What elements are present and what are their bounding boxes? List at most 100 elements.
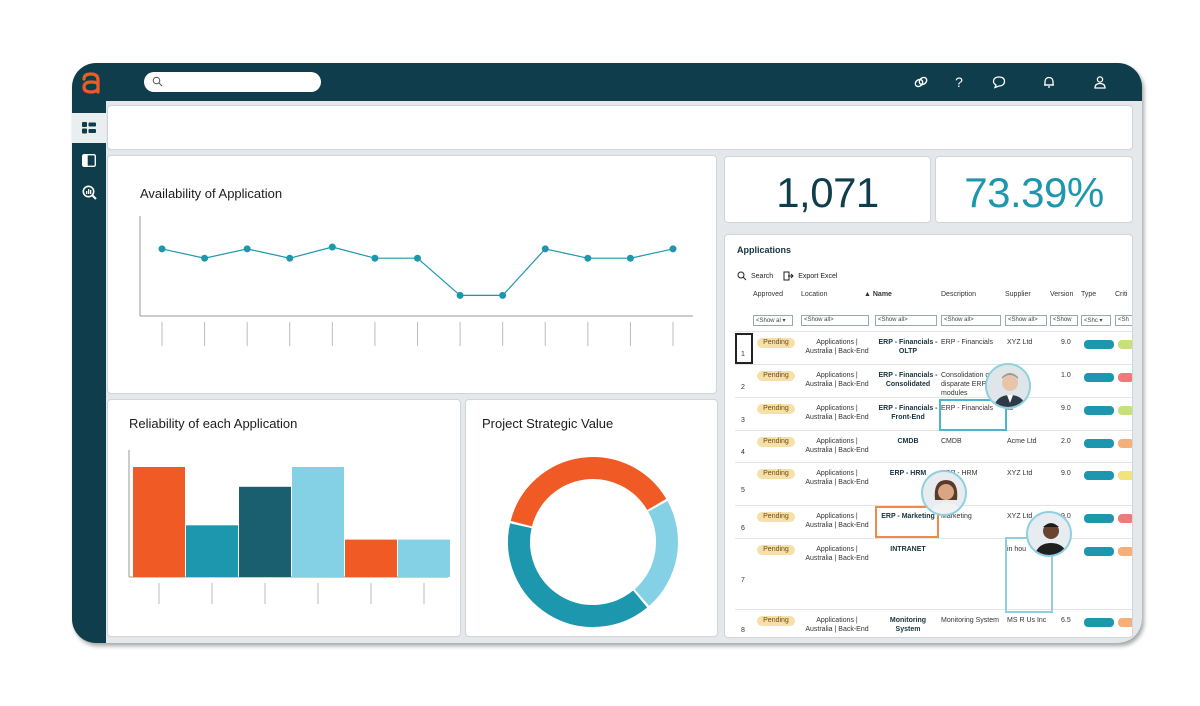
location-cell: Applications | Australia | Back-End	[805, 372, 869, 388]
name-cell: ERP - HRM	[889, 470, 927, 477]
column-filter-select[interactable]: <Show al ▾	[753, 315, 793, 326]
location-cell: Applications | Australia | Back-End	[805, 405, 869, 421]
export-excel-button[interactable]: Export Excel	[798, 272, 838, 280]
column-header[interactable]: Location	[801, 291, 828, 298]
column-filter-select[interactable]: <Show all>	[1005, 315, 1047, 326]
data-point	[626, 254, 634, 262]
table-row[interactable]: 3 Pending Applications | Australia | Back-…	[735, 397, 1132, 430]
bar	[186, 525, 238, 577]
status-badge: Pending	[757, 512, 795, 522]
type-indicator	[1084, 373, 1114, 382]
bar	[398, 539, 450, 577]
description-cell: ERP - Financials	[941, 339, 994, 346]
bell-icon[interactable]	[1040, 73, 1058, 91]
search-icon[interactable]	[737, 271, 747, 281]
supplier-cell: XYZ Ltd	[1007, 513, 1033, 520]
criticality-indicator	[1118, 514, 1132, 523]
user-icon[interactable]	[1091, 73, 1109, 91]
description-cell: ERP - HRM	[941, 470, 978, 477]
dashboard-content: Availability of Application Reliability …	[106, 101, 1142, 643]
search-icon	[152, 76, 163, 87]
strategic-chart	[508, 457, 678, 627]
column-filter-select[interactable]: <Sh	[1115, 315, 1132, 326]
kpi-percent-card: 73.39%	[935, 156, 1133, 223]
type-indicator	[1084, 340, 1114, 349]
selection-highlight	[875, 506, 939, 538]
criticality-indicator	[1118, 439, 1132, 448]
data-point	[243, 245, 251, 253]
series-line	[161, 246, 674, 296]
help-icon[interactable]: ?	[955, 74, 963, 90]
export-icon[interactable]	[783, 271, 794, 281]
dashboard-icon	[82, 122, 96, 134]
name-cell: ERP - Financials - Front-End	[878, 405, 938, 421]
collaborator-avatar[interactable]	[921, 470, 967, 516]
applications-card: Applications Search Export Excel Approve…	[724, 234, 1133, 638]
bar	[239, 486, 291, 577]
app-logo	[82, 72, 100, 94]
sidebar-item-panel[interactable]	[72, 145, 106, 175]
version-cell: 9.0	[1061, 339, 1071, 346]
type-indicator	[1084, 471, 1114, 480]
table-row[interactable]: 4 Pending Applications | Australia | Back-…	[735, 430, 1132, 462]
sidebar-item-analytics[interactable]	[72, 177, 106, 207]
data-point	[414, 254, 421, 262]
table-row[interactable]: 7 Pending Applications | Australia | Back-…	[735, 538, 1132, 609]
type-indicator	[1084, 439, 1114, 448]
chat-icon[interactable]	[990, 73, 1008, 91]
search-bar[interactable]	[144, 72, 321, 92]
collaborator-avatar[interactable]	[1026, 511, 1072, 557]
location-cell: Applications | Australia | Back-End	[805, 470, 869, 486]
column-filter-select[interactable]: <Show all>	[875, 315, 937, 326]
status-badge: Pending	[757, 371, 795, 381]
criticality-indicator	[1118, 373, 1132, 382]
description-cell: Monitoring System	[941, 617, 999, 624]
name-cell: Monitoring System	[889, 617, 927, 633]
column-header[interactable]: Approved	[753, 291, 783, 298]
name-cell: ERP - Marketing	[881, 513, 935, 520]
status-badge: Pending	[757, 404, 795, 414]
supplier-cell: XYZ Ltd	[1007, 339, 1033, 346]
data-point	[499, 291, 507, 299]
status-badge: Pending	[757, 616, 795, 626]
bar	[133, 467, 185, 577]
data-point	[456, 291, 464, 299]
table-row[interactable]: 5 Pending Applications | Australia | Back-…	[735, 462, 1132, 505]
location-cell: Applications | Australia | Back-End	[805, 513, 869, 529]
collaborator-avatar[interactable]	[985, 363, 1031, 409]
search-button[interactable]: Search	[751, 272, 774, 280]
status-badge: Pending	[757, 338, 795, 348]
version-cell: 9.0	[1061, 470, 1071, 477]
name-cell: ERP - Financials - OLTP	[878, 339, 938, 355]
column-header[interactable]: Version	[1050, 291, 1074, 298]
column-filter-select[interactable]: <Show	[1050, 315, 1078, 326]
column-header[interactable]: Supplier	[1005, 291, 1031, 298]
column-header[interactable]: Type	[1081, 291, 1097, 298]
supplier-cell: Acme Ltd	[1007, 438, 1037, 445]
supplier-cell: in hou	[1007, 546, 1027, 553]
column-filter-select[interactable]: <Shc ▾	[1081, 315, 1111, 326]
table-row[interactable]: 8 Pending Applications | Australia | Back-…	[735, 609, 1132, 637]
bar	[345, 539, 397, 577]
location-cell: Applications | Australia | Back-End	[805, 617, 869, 633]
availability-chart	[139, 216, 693, 346]
data-point	[328, 243, 336, 251]
table-row[interactable]: 2 Pending Applications | Australia | Back-…	[735, 364, 1132, 397]
supplier-cell: MS R Us Inc	[1007, 617, 1047, 624]
data-point	[669, 245, 677, 253]
link-icon[interactable]	[912, 73, 930, 91]
criticality-indicator	[1118, 471, 1132, 480]
column-filter-select[interactable]: <Show all>	[941, 315, 1001, 326]
location-cell: Applications | Australia | Back-End	[805, 546, 869, 562]
selection-highlight	[735, 333, 753, 364]
strategic-title: Project Strategic Value	[482, 416, 614, 431]
table-row[interactable]: 1 Pending Applications | Australia | Back-…	[735, 331, 1132, 364]
column-header[interactable]: Description	[941, 291, 977, 298]
column-header[interactable]: Criti	[1115, 291, 1128, 298]
sidebar-item-dashboard[interactable]	[72, 113, 106, 143]
description-cell: Consolidation of disparate ERP modules	[941, 372, 992, 397]
pie-slice	[510, 457, 667, 527]
data-point	[371, 254, 379, 262]
column-header[interactable]: ▲ Name	[864, 291, 892, 298]
column-filter-select[interactable]: <Show all>	[801, 315, 869, 326]
